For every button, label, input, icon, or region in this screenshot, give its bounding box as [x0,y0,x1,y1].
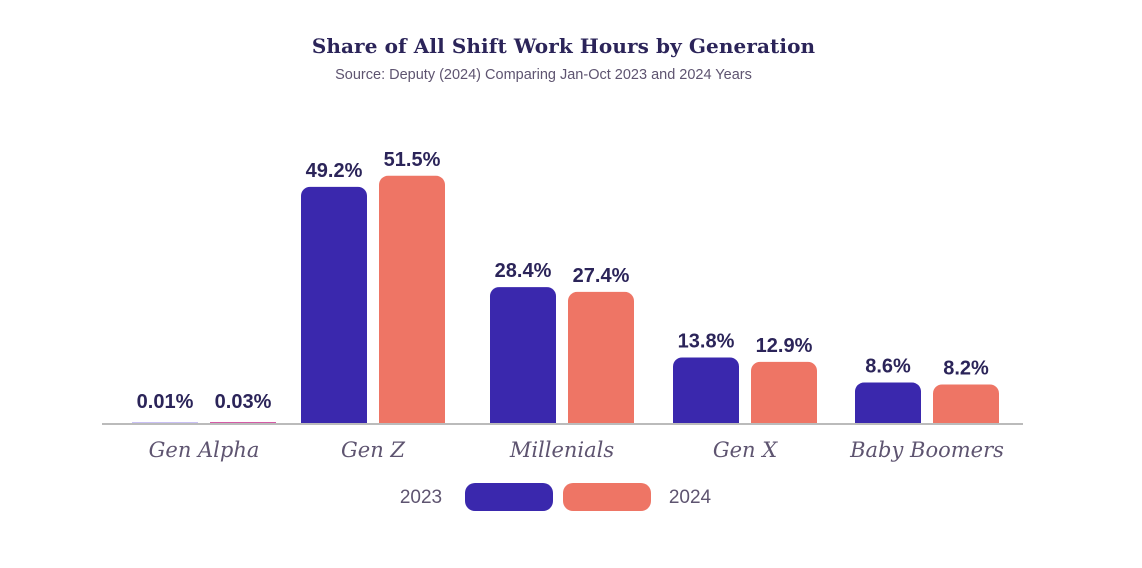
legend-swatch-2023 [465,483,553,511]
bar-gen-x-2024 [751,361,817,424]
legend: 2023 2024 [400,483,712,511]
category-label-gen-x: Gen X [713,438,778,462]
value-label-gen-x-2024: 12.9% [756,335,813,357]
bar-gen-x-2023 [673,357,739,424]
category-label-millenials: Millenials [509,438,615,462]
bar-gen-x-2024-base [751,415,817,424]
bar-gen-z-2023-base [301,415,367,424]
bar-millenials-2024 [568,291,634,424]
value-label-gen-x-2023: 13.8% [678,330,735,352]
value-label-gen-z-2024: 51.5% [384,149,441,171]
value-label-millenials-2024: 27.4% [573,265,630,287]
category-label-gen-alpha: Gen Alpha [149,438,260,462]
bar-baby-boomers-2024-base [933,415,999,424]
category-label-baby-boomers: Baby Boomers [849,438,1004,462]
chart-title: Share of All Shift Work Hours by Generat… [311,34,816,58]
bars-group [132,175,999,424]
bar-gen-z-2024-base [379,415,445,424]
value-label-baby-boomers-2023: 8.6% [865,356,911,378]
legend-swatch-2024 [563,483,651,511]
value-label-gen-alpha-2024: 0.03% [215,391,272,413]
bar-baby-boomers-2023 [855,382,921,424]
bar-millenials-2023-base [490,415,556,424]
legend-label-2024: 2024 [669,487,712,508]
bar-gen-x-2023-base [673,415,739,424]
bar-millenials-2023 [490,287,556,424]
category-label-gen-z: Gen Z [341,438,405,462]
chart-subtitle: Source: Deputy (2024) Comparing Jan-Oct … [335,67,752,83]
category-labels-group: Gen Alpha Gen Z Millenials Gen X Baby Boomer… [149,438,1005,462]
legend-label-2023: 2023 [400,487,442,508]
bar-baby-boomers-2023-base [855,415,921,424]
value-label-millenials-2023: 28.4% [495,260,552,282]
bar-gen-z-2024 [379,175,445,424]
value-label-gen-alpha-2023: 0.01% [137,391,194,413]
bar-gen-z-2023 [301,186,367,424]
value-labels-group: 0.01% 0.03% 49.2% 51.5% 28.4% 27.4% 13.8% 12.9%… [137,149,989,413]
value-label-gen-z-2023: 49.2% [306,160,363,182]
value-label-baby-boomers-2024: 8.2% [943,357,989,379]
bar-millenials-2024-base [568,415,634,424]
bar-baby-boomers-2024 [933,384,999,424]
